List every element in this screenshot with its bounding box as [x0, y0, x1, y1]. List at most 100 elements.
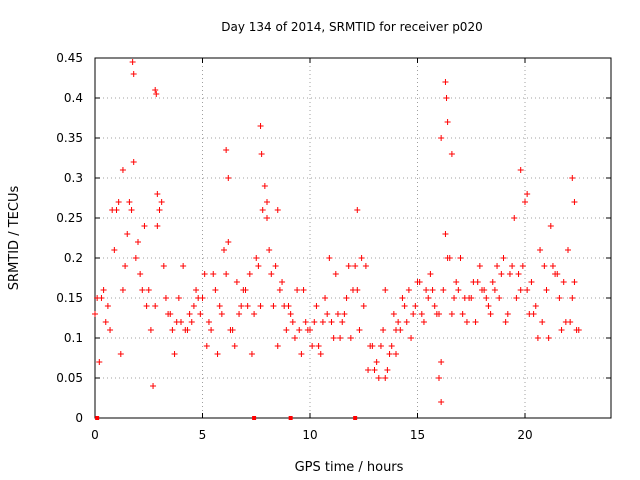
y-tick-label: 0.15	[56, 291, 83, 305]
data-point	[270, 303, 277, 309]
data-point	[272, 263, 279, 269]
data-point	[496, 295, 503, 301]
data-point	[283, 327, 290, 333]
data-point	[502, 319, 509, 325]
data-point	[236, 311, 243, 317]
data-point	[107, 327, 114, 333]
data-point	[446, 255, 453, 261]
data-point	[257, 123, 264, 129]
data-point	[223, 271, 230, 277]
data-point	[504, 311, 511, 317]
data-point	[443, 95, 450, 101]
data-point	[438, 135, 445, 141]
data-point	[279, 279, 286, 285]
data-point	[184, 327, 191, 333]
data-point	[102, 319, 109, 325]
data-point	[352, 263, 359, 269]
data-point	[476, 263, 483, 269]
data-point	[418, 311, 425, 317]
data-point	[427, 271, 434, 277]
data-point	[152, 87, 159, 93]
data-point	[373, 359, 380, 365]
x-tick-label: 20	[517, 428, 532, 442]
data-point	[197, 311, 204, 317]
data-point	[420, 319, 427, 325]
data-point	[395, 319, 402, 325]
data-point	[330, 335, 337, 341]
data-point	[506, 271, 513, 277]
data-point	[190, 303, 197, 309]
data-point	[517, 167, 524, 173]
data-point	[500, 255, 507, 261]
data-point	[556, 295, 563, 301]
data-point	[328, 319, 335, 325]
data-point	[457, 255, 464, 261]
data-point	[324, 311, 331, 317]
data-point	[489, 279, 496, 285]
data-point	[137, 271, 144, 277]
data-point	[124, 231, 131, 237]
data-point	[119, 167, 126, 173]
data-point	[382, 287, 389, 293]
data-point	[539, 319, 546, 325]
data-point	[225, 175, 232, 181]
zero-point	[252, 416, 257, 420]
data-point	[208, 327, 215, 333]
data-point	[201, 271, 208, 277]
data-point	[554, 271, 561, 277]
y-tick-label: 0.45	[56, 51, 83, 65]
data-point	[199, 295, 206, 301]
data-point	[152, 303, 159, 309]
data-point	[337, 335, 344, 341]
data-point	[498, 271, 505, 277]
data-point	[264, 199, 270, 205]
y-tick-label: 0.35	[56, 131, 83, 145]
data-point	[100, 287, 107, 293]
data-point	[408, 335, 415, 341]
data-point	[285, 303, 292, 309]
data-point	[524, 191, 531, 197]
data-point	[113, 207, 120, 213]
data-point	[354, 287, 361, 293]
data-point	[296, 327, 303, 333]
data-point	[528, 279, 535, 285]
data-point	[530, 311, 537, 317]
data-point	[401, 303, 408, 309]
data-point	[154, 191, 161, 197]
x-tick-label: 10	[302, 428, 317, 442]
data-point	[238, 303, 245, 309]
data-point	[180, 263, 187, 269]
data-point	[440, 287, 447, 293]
data-point	[268, 271, 275, 277]
data-point	[258, 151, 265, 157]
data-point	[429, 287, 436, 293]
data-point	[143, 303, 150, 309]
data-point	[425, 295, 432, 301]
data-point	[569, 175, 576, 181]
data-point	[575, 327, 582, 333]
data-point	[571, 279, 578, 285]
data-point	[438, 399, 445, 405]
data-point	[150, 383, 157, 389]
data-point	[537, 247, 544, 253]
data-point	[246, 271, 253, 277]
data-point	[104, 303, 111, 309]
data-point	[341, 311, 348, 317]
data-point	[317, 351, 324, 357]
data-points	[92, 59, 582, 420]
data-point	[375, 375, 382, 381]
data-point	[117, 351, 124, 357]
data-point	[386, 351, 393, 357]
y-tick-label: 0.1	[64, 331, 83, 345]
y-tick-label: 0.4	[64, 91, 83, 105]
data-point	[326, 255, 333, 261]
data-point	[509, 263, 516, 269]
data-point	[216, 303, 223, 309]
data-point	[171, 351, 178, 357]
data-point	[343, 295, 350, 301]
data-point	[384, 367, 391, 373]
data-point	[442, 79, 449, 85]
data-point	[302, 319, 309, 325]
